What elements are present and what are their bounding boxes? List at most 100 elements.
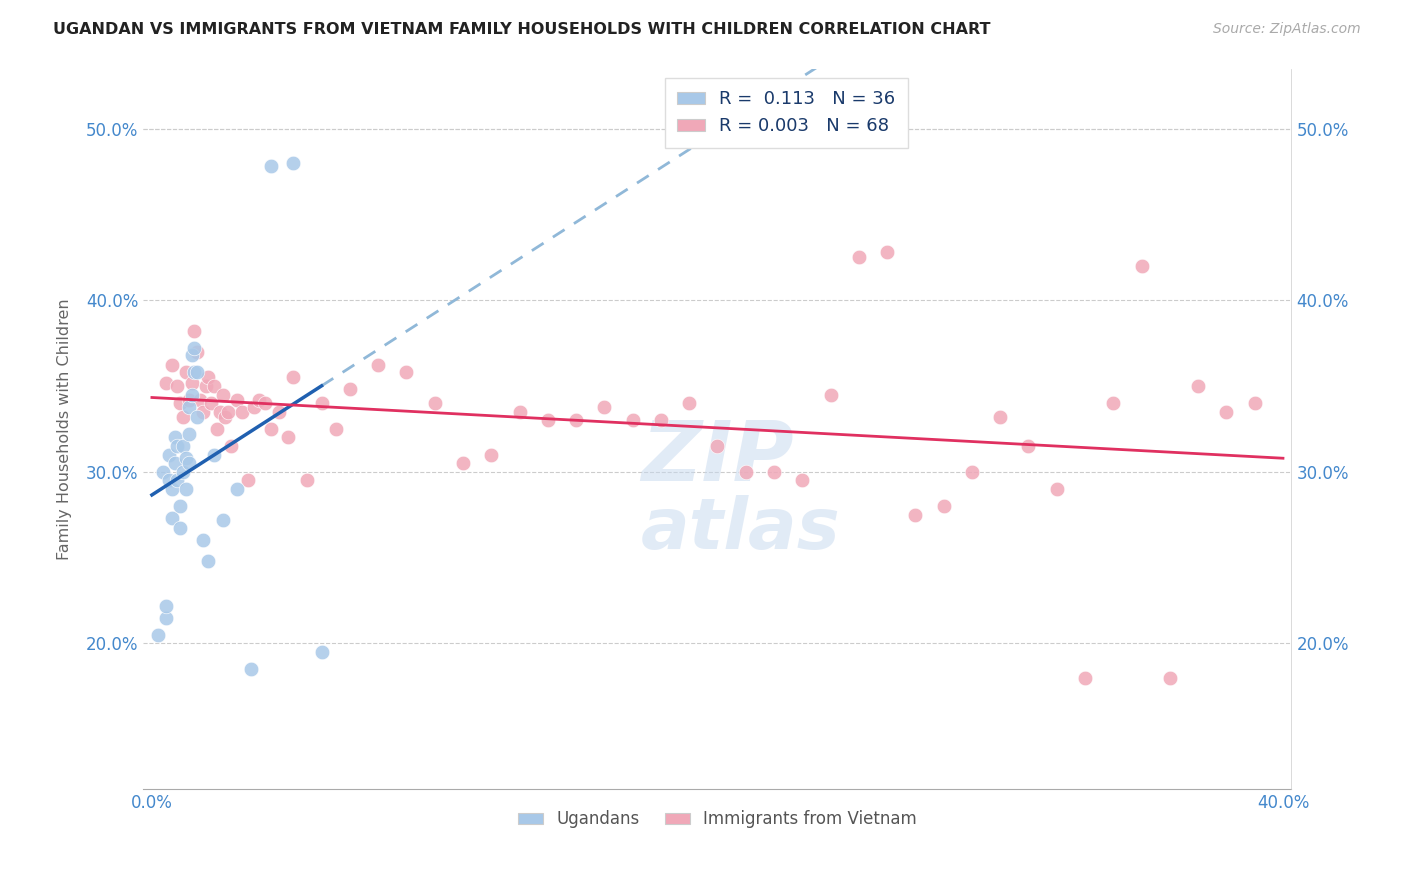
Point: [194, 379, 217, 393]
Point: [593, 400, 616, 414]
Point: [247, 392, 270, 407]
Point: [211, 513, 233, 527]
Point: [155, 376, 177, 390]
Point: [367, 359, 389, 373]
Point: [180, 348, 202, 362]
Point: [174, 450, 197, 465]
Point: [225, 482, 247, 496]
Text: UGANDAN VS IMMIGRANTS FROM VIETNAM FAMILY HOUSEHOLDS WITH CHILDREN CORRELATION C: UGANDAN VS IMMIGRANTS FROM VIETNAM FAMIL…: [53, 22, 991, 37]
Point: [1130, 259, 1153, 273]
Point: [1243, 396, 1265, 410]
Point: [172, 465, 194, 479]
Point: [1046, 482, 1069, 496]
Point: [260, 422, 283, 436]
Point: [236, 474, 259, 488]
Point: [253, 396, 276, 410]
Point: [160, 511, 183, 525]
Point: [166, 379, 188, 393]
Point: [166, 439, 188, 453]
Point: [1159, 671, 1181, 685]
Point: [565, 413, 588, 427]
Point: [848, 250, 870, 264]
Y-axis label: Family Households with Children: Family Households with Children: [58, 298, 72, 559]
Point: [219, 439, 242, 453]
Point: [186, 409, 208, 424]
Point: [537, 413, 560, 427]
Point: [820, 387, 842, 401]
Point: [325, 422, 347, 436]
Point: [155, 610, 177, 624]
Point: [146, 628, 169, 642]
Point: [283, 370, 305, 384]
Point: [1187, 379, 1209, 393]
Point: [200, 396, 222, 410]
Point: [155, 599, 177, 613]
Point: [197, 554, 219, 568]
Point: [177, 427, 200, 442]
Point: [157, 448, 180, 462]
Point: [1017, 439, 1039, 453]
Point: [208, 405, 231, 419]
Point: [191, 405, 214, 419]
Point: [395, 365, 418, 379]
Point: [172, 409, 194, 424]
Point: [762, 465, 785, 479]
Point: [932, 499, 955, 513]
Point: [508, 405, 530, 419]
Point: [451, 456, 474, 470]
Point: [904, 508, 927, 522]
Point: [242, 400, 264, 414]
Point: [183, 365, 205, 379]
Point: [202, 379, 225, 393]
Point: [186, 365, 208, 379]
Point: [1074, 671, 1097, 685]
Text: ZIP: ZIP: [641, 417, 794, 499]
Point: [183, 341, 205, 355]
Point: [205, 422, 228, 436]
Point: [225, 392, 247, 407]
Point: [678, 396, 700, 410]
Point: [183, 324, 205, 338]
Point: [239, 662, 262, 676]
Point: [297, 474, 319, 488]
Point: [186, 344, 208, 359]
Point: [163, 456, 186, 470]
Point: [988, 409, 1011, 424]
Point: [157, 474, 180, 488]
Point: [217, 405, 239, 419]
Point: [169, 396, 191, 410]
Point: [166, 474, 188, 488]
Point: [339, 383, 361, 397]
Point: [269, 405, 291, 419]
Text: Source: ZipAtlas.com: Source: ZipAtlas.com: [1213, 22, 1361, 37]
Point: [734, 465, 756, 479]
Point: [163, 430, 186, 444]
Point: [160, 359, 183, 373]
Point: [191, 533, 214, 548]
Point: [169, 521, 191, 535]
Point: [202, 448, 225, 462]
Point: [180, 387, 202, 401]
Point: [211, 387, 233, 401]
Point: [311, 396, 333, 410]
Text: atlas: atlas: [641, 495, 841, 565]
Point: [180, 376, 202, 390]
Point: [177, 400, 200, 414]
Point: [231, 405, 253, 419]
Point: [197, 370, 219, 384]
Point: [876, 245, 898, 260]
Point: [174, 365, 197, 379]
Legend: Ugandans, Immigrants from Vietnam: Ugandans, Immigrants from Vietnam: [512, 804, 924, 835]
Point: [169, 499, 191, 513]
Point: [152, 465, 174, 479]
Point: [214, 409, 236, 424]
Point: [277, 430, 299, 444]
Point: [177, 456, 200, 470]
Point: [260, 159, 283, 173]
Point: [177, 392, 200, 407]
Point: [172, 439, 194, 453]
Point: [174, 482, 197, 496]
Point: [188, 392, 211, 407]
Point: [160, 482, 183, 496]
Point: [960, 465, 983, 479]
